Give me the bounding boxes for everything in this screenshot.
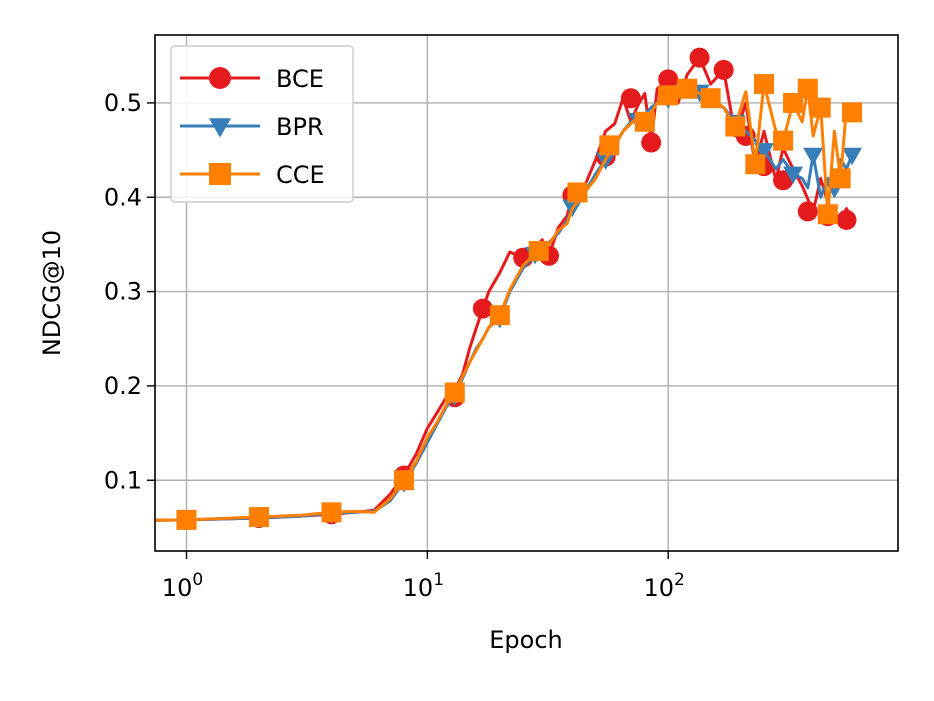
data-point-bpr: [783, 166, 804, 185]
data-point-cce: [634, 111, 655, 132]
data-point-cce: [489, 305, 510, 326]
data-point-bce: [836, 209, 857, 230]
x-tick-label: 100: [162, 570, 203, 602]
data-point-bce: [689, 47, 710, 68]
data-point-bpr: [754, 143, 775, 161]
data-point-bpr: [803, 147, 824, 166]
y-tick-label: 0.4: [104, 183, 142, 211]
x-tick-label: 102: [643, 570, 684, 602]
legend-label-bpr: BPR: [276, 113, 324, 141]
data-point-cce: [817, 204, 838, 225]
plot-frame: [154, 34, 899, 552]
data-point-cce: [725, 116, 746, 137]
data-point-cce: [797, 78, 818, 99]
data-point-cce: [393, 470, 414, 491]
legend-marker-bpr: [209, 118, 231, 138]
legend-label-cce: CCE: [276, 161, 325, 189]
data-point-cce: [321, 502, 342, 523]
axis-ticks: 100 101 102 0.1 0.2 0.3 0.4 0.5: [104, 89, 685, 602]
data-point-cce: [176, 509, 197, 530]
data-point-cce: [842, 102, 863, 123]
data-point-cce: [677, 78, 698, 99]
data-point-cce: [658, 85, 679, 106]
data-point-cce: [754, 74, 775, 95]
y-tick-label: 0.1: [104, 466, 142, 494]
data-point-cce: [599, 135, 620, 156]
data-point-bpr: [842, 147, 863, 166]
data-point-bce: [472, 298, 493, 319]
data-point-cce: [700, 88, 721, 109]
data-point-bce: [620, 88, 641, 109]
data-point-cce: [528, 241, 549, 262]
y-axis-label: NDCG@10: [38, 230, 66, 356]
data-point-cce: [830, 168, 851, 189]
y-tick-label: 0.2: [104, 372, 142, 400]
x-tick-label: 101: [403, 570, 444, 602]
legend-marker-cce: [209, 163, 231, 185]
legend-box: [170, 45, 354, 203]
series-cce: [155, 74, 863, 530]
data-point-bce: [658, 69, 679, 90]
data-point-cce: [567, 182, 588, 203]
data-point-cce: [773, 130, 794, 151]
legend-marker-bce: [209, 67, 231, 89]
series-layer: [155, 47, 863, 531]
data-point-bce: [641, 132, 662, 153]
y-tick-label: 0.5: [104, 89, 142, 117]
x-axis-label: Epoch: [489, 626, 563, 654]
data-point-cce: [745, 154, 766, 175]
data-point-cce: [248, 507, 269, 528]
legend: BCE BPR CCE: [170, 45, 354, 203]
data-point-cce: [810, 97, 831, 118]
legend-label-bce: BCE: [276, 65, 324, 93]
data-point-bce: [797, 201, 818, 222]
data-point-cce: [444, 382, 465, 403]
data-point-bce: [713, 59, 734, 80]
y-tick-label: 0.3: [104, 278, 142, 306]
